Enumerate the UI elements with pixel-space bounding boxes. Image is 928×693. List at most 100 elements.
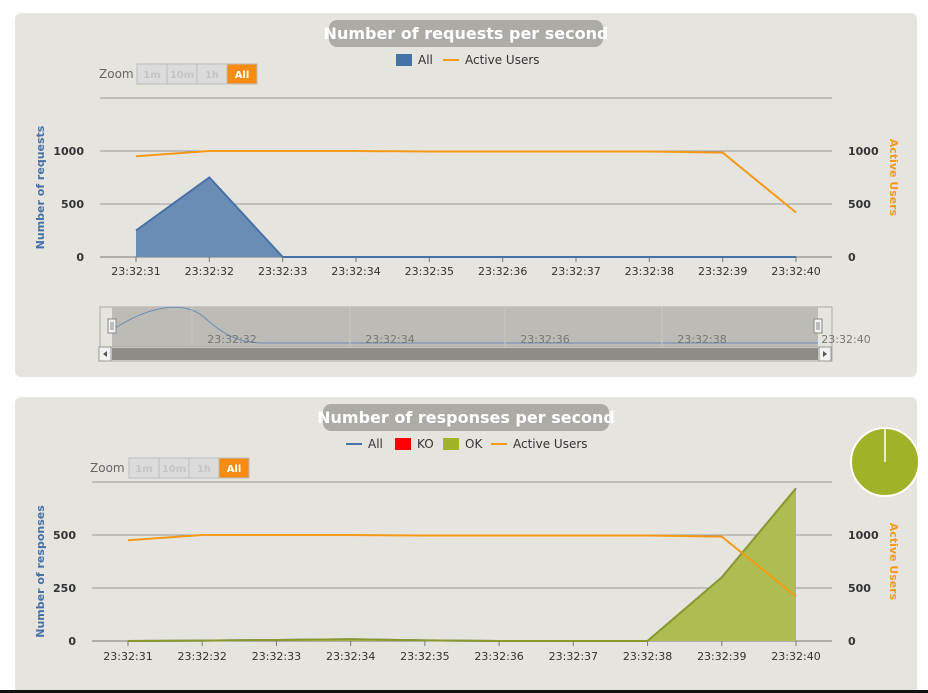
y2-tick-label: 500: [848, 582, 871, 595]
zoom-button-1h[interactable]: 1h: [188, 457, 220, 479]
navigator-selection: [112, 307, 818, 347]
y-axis-title: Number of responses: [34, 505, 47, 638]
series-line-ok: [127, 487, 797, 642]
x-tick-label: 23:32:37: [551, 265, 600, 278]
y-tick-label: 250: [53, 582, 76, 595]
handle-body[interactable]: [813, 318, 823, 334]
x-tick-label: 23:32:35: [405, 265, 454, 278]
x-tick-label: 23:32:37: [549, 650, 598, 663]
y2-tick-label: 1000: [848, 145, 879, 158]
x-tick-label: 23:32:36: [478, 265, 527, 278]
y-tick-label: 1000: [53, 145, 84, 158]
x-tick-label: 23:32:40: [771, 265, 820, 278]
legend-item-active-users[interactable]: Active Users: [491, 437, 588, 451]
chevron-left-icon: [103, 351, 107, 357]
ok-ko-pie: [850, 427, 920, 497]
zoom-button-label: 10m: [162, 464, 186, 475]
x-tick-label: 23:32:36: [474, 650, 523, 663]
x-tick-label: 23:32:31: [103, 650, 152, 663]
chart-title: Number of requests per second: [324, 24, 609, 43]
y-tick-label: 0: [68, 635, 76, 648]
zoom-button-label: 1h: [205, 70, 219, 81]
scroll-left-button[interactable]: [98, 346, 112, 362]
y2-axis-title: Active Users: [887, 139, 900, 217]
legend-item-active-users[interactable]: Active Users: [443, 53, 540, 67]
legend-label: KO: [417, 437, 434, 451]
legend-swatch: [396, 54, 412, 66]
y-axis-title: Number of requests: [34, 125, 47, 249]
zoom-button-1m[interactable]: 1m: [128, 457, 160, 479]
chart-title-pill: [329, 20, 603, 47]
zoom-button-1h[interactable]: 1h: [196, 63, 228, 85]
legend-swatch: [443, 438, 459, 450]
x-tick-label: 23:32:32: [178, 650, 227, 663]
navigator-tick-label: 23:32:40: [821, 333, 870, 346]
zoom-button-10m[interactable]: 10m: [158, 457, 190, 479]
legend-label: All: [368, 437, 383, 451]
zoom-button-bg: [226, 63, 258, 85]
scroll-right-button[interactable]: [818, 346, 832, 362]
x-tick-label: 23:32:35: [400, 650, 449, 663]
zoom-button-bg: [218, 457, 250, 479]
y-tick-label: 500: [53, 529, 76, 542]
series-area-all: [136, 177, 283, 257]
x-tick-label: 23:32:34: [331, 265, 380, 278]
chart-1: Number of requests per second All Active U…: [34, 20, 900, 278]
zoom-label: Zoom: [90, 461, 125, 475]
legend-label: All: [418, 53, 433, 67]
x-tick-label: 23:32:38: [623, 650, 672, 663]
navigator-tick-label: 23:32:32: [207, 333, 256, 346]
y2-tick-label: 0: [848, 251, 856, 264]
legend-label: OK: [465, 437, 483, 451]
x-tick-label: 23:32:39: [698, 265, 747, 278]
series-area-ok: [128, 488, 796, 641]
chart-title: Number of responses per second: [317, 408, 615, 427]
navigator-left-handle[interactable]: [107, 318, 117, 334]
navigator-right-handle[interactable]: [813, 318, 823, 334]
y-tick-label: 0: [76, 251, 84, 264]
zoom-button-All[interactable]: All: [218, 457, 250, 479]
legend-label: Active Users: [465, 53, 540, 67]
zoom-button-label: 1h: [197, 464, 211, 475]
x-tick-label: 23:32:33: [252, 650, 301, 663]
x-tick-label: 23:32:40: [771, 650, 820, 663]
legend-item-ok[interactable]: OK: [443, 437, 483, 451]
legend-item-all[interactable]: All: [396, 53, 433, 67]
x-tick-label: 23:32:39: [697, 650, 746, 663]
x-tick-label: 23:32:32: [185, 265, 234, 278]
x-tick-label: 23:32:33: [258, 265, 307, 278]
zoom-button-label: All: [235, 70, 250, 81]
navigator-scrollbar-thumb[interactable]: [112, 348, 818, 360]
series-line-active-users: [135, 150, 797, 214]
zoom-button-label: 10m: [170, 70, 194, 81]
zoom-button-label: 1m: [135, 464, 152, 475]
zoom-button-label: 1m: [143, 70, 160, 81]
x-tick-label: 23:32:34: [326, 650, 375, 663]
legend-item-ko[interactable]: KO: [395, 437, 434, 451]
x-tick-label: 23:32:38: [625, 265, 674, 278]
zoom-button-1m[interactable]: 1m: [136, 63, 168, 85]
legend-label: Active Users: [513, 437, 588, 451]
navigator-series: [111, 306, 818, 344]
navigator-tick-label: 23:32:38: [677, 333, 726, 346]
legend-item-all[interactable]: All: [346, 437, 383, 451]
page-bottom-border: [0, 690, 928, 693]
y-tick-label: 500: [61, 198, 84, 211]
y2-axis-title: Active Users: [887, 523, 900, 601]
chevron-right-icon: [823, 351, 827, 357]
series-line-active-users: [127, 534, 797, 598]
navigator[interactable]: 23:32:32 23:32:34 23:32:36 23:32:38 23:32:40: [98, 306, 871, 362]
navigator-tick-label: 23:32:34: [365, 333, 414, 346]
zoom-button-10m[interactable]: 10m: [166, 63, 198, 85]
zoom-button-All[interactable]: All: [226, 63, 258, 85]
x-tick-label: 23:32:31: [111, 265, 160, 278]
zoom-label: Zoom: [99, 67, 134, 81]
y2-tick-label: 1000: [848, 529, 879, 542]
chart-2: Number of responses per second All KO OK Act…: [34, 404, 900, 663]
handle-body[interactable]: [107, 318, 117, 334]
y2-tick-label: 500: [848, 198, 871, 211]
navigator-tick-label: 23:32:36: [520, 333, 569, 346]
series-line-all: [135, 176, 284, 258]
y2-tick-label: 0: [848, 635, 856, 648]
